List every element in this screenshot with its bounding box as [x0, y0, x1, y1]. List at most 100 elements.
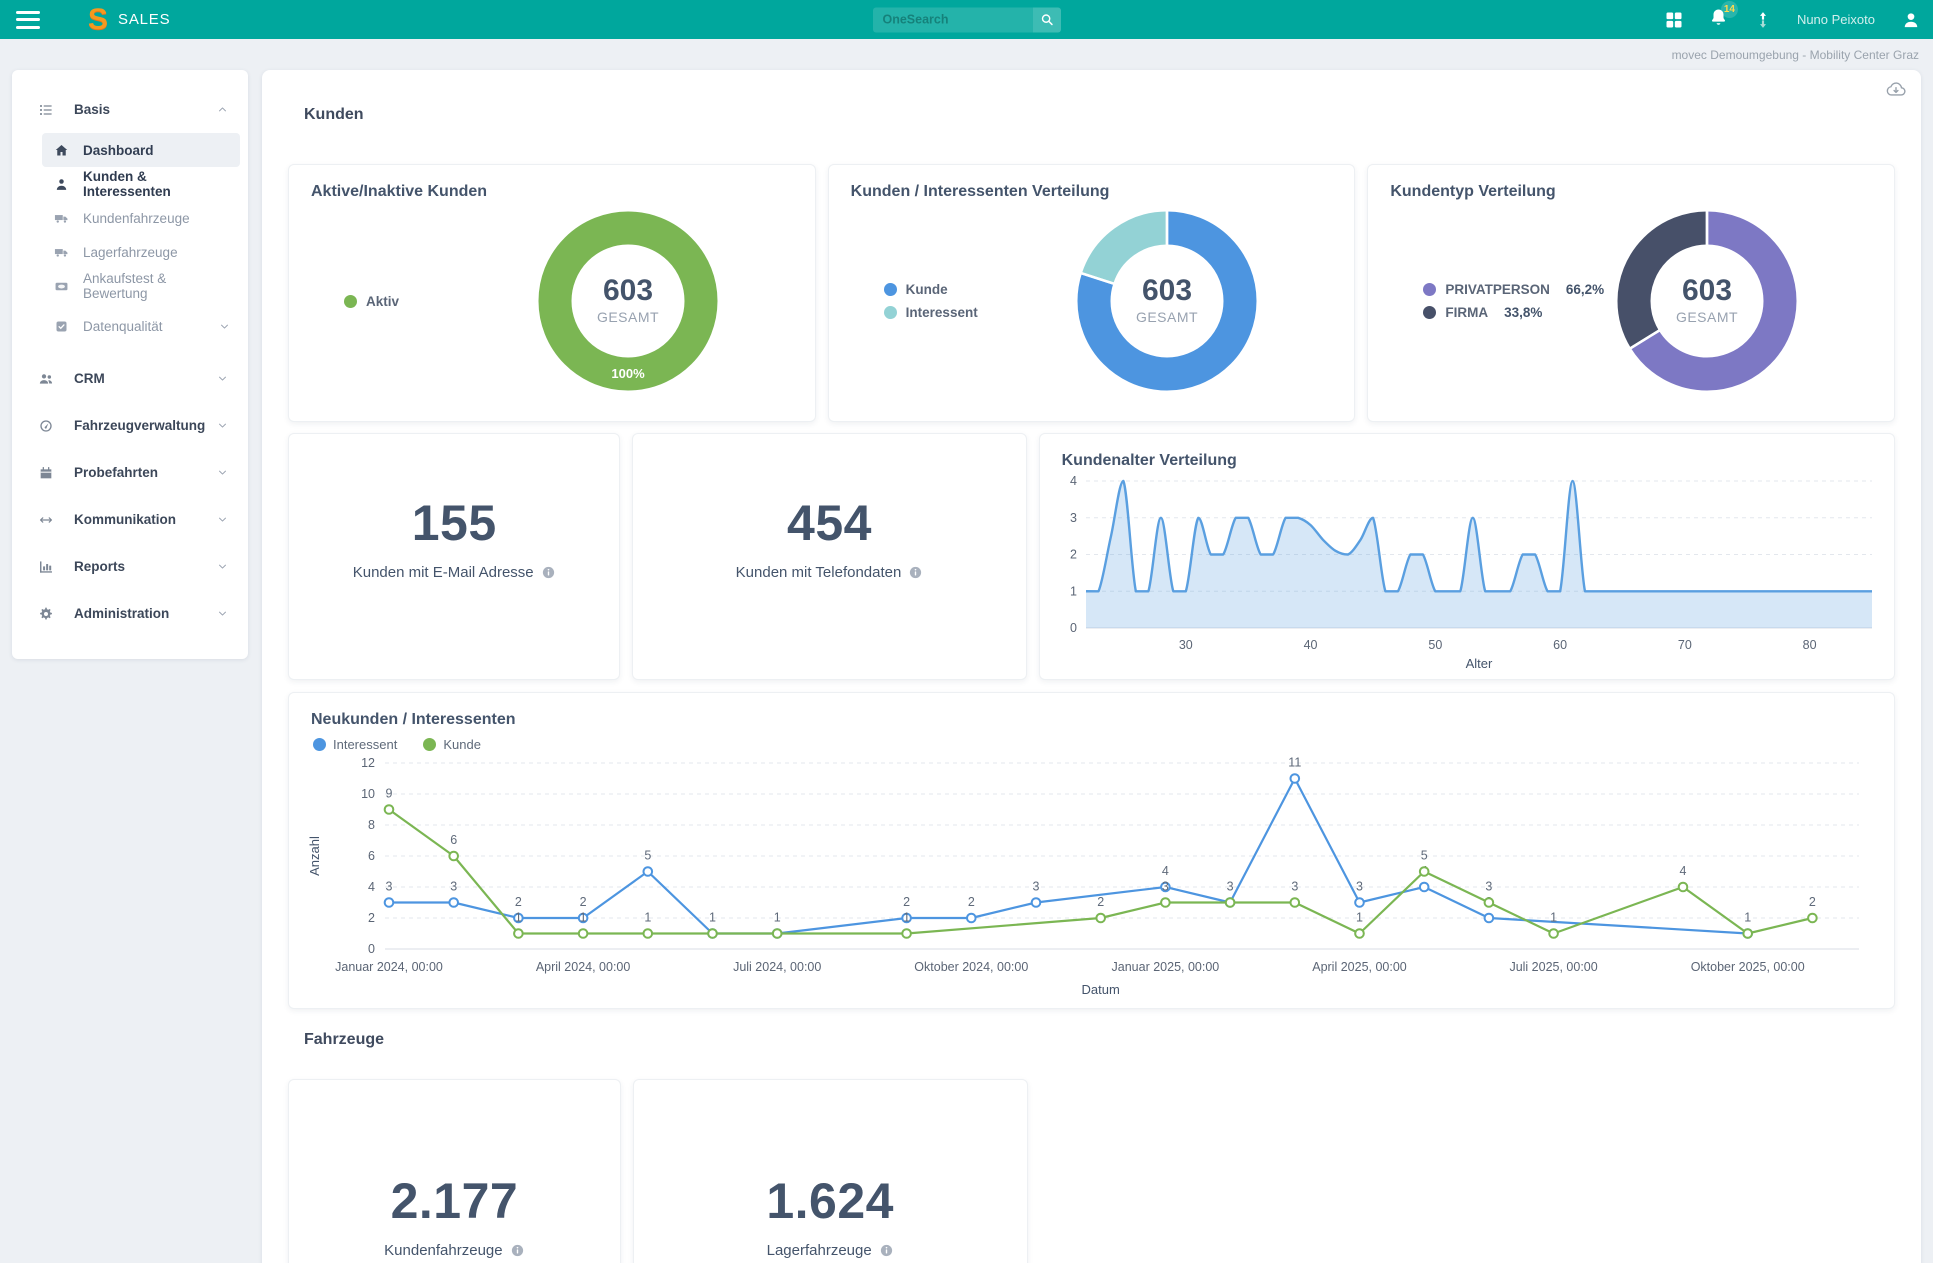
sidebar-item-label: Dashboard — [83, 142, 154, 158]
data-point-label: 2 — [968, 895, 975, 909]
donut-svg: 603 GESAMT — [1077, 210, 1257, 391]
svg-text:Januar 2024, 00:00: Januar 2024, 00:00 — [335, 960, 443, 974]
legend-label: Interessent — [333, 737, 398, 752]
chart-title: Neukunden / Interessenten — [311, 711, 516, 728]
sidebar-item-label: Kunden & Interessenten — [83, 169, 171, 199]
sidebar-section-administration[interactable]: Administration — [12, 590, 248, 637]
data-point[interactable] — [707, 928, 718, 939]
data-point[interactable] — [642, 866, 654, 877]
data-point[interactable] — [448, 897, 459, 908]
line-chart-legend: Interessent Kunde — [313, 737, 1894, 752]
legend-label: Aktiv — [366, 293, 400, 309]
data-point[interactable] — [901, 928, 912, 939]
user-menu-button[interactable] — [1901, 10, 1921, 30]
data-point[interactable] — [1160, 897, 1171, 908]
sidebar-section-probefahrten[interactable]: Probefahrten — [12, 449, 248, 496]
calendar-icon — [38, 465, 54, 481]
gear-icon — [38, 606, 54, 622]
data-point[interactable] — [1289, 897, 1301, 908]
data-point[interactable] — [1418, 866, 1430, 877]
chart-card-neukunden: Neukunden / Interessenten Interessent Kun… — [288, 692, 1895, 1009]
sidebar-section-reports[interactable]: Reports — [12, 543, 248, 590]
stat-card-kundenfahrzeuge: 2.177 Kundenfahrzeuge — [288, 1079, 621, 1263]
notifications-button[interactable]: 14 — [1708, 0, 1738, 33]
sidebar-section-kommunikation[interactable]: Kommunikation — [12, 496, 248, 543]
sidebar-item-datenqualität[interactable]: Datenqualität — [42, 309, 240, 343]
chart-card-kundentyp-verteilung: Kundentyp Verteilung PRIVATPERSON 66,2% FI… — [1367, 164, 1896, 422]
info-icon[interactable] — [879, 1243, 894, 1258]
data-point[interactable] — [1354, 928, 1365, 939]
stat-label: Kunden mit Telefondaten — [735, 564, 902, 581]
search-button[interactable] — [1032, 7, 1061, 32]
area-chart-svg: 0 1 2 3 4 30 40 50 60 70 80 Alter — [1070, 474, 1872, 671]
data-point-label: 3 — [450, 880, 457, 894]
environment-strip: movec Demoumgebung - Mobility Center Gra… — [0, 39, 1933, 70]
data-point-label: 1 — [515, 911, 522, 925]
user-name[interactable]: Nuno Peixoto — [1796, 12, 1875, 27]
legend-item-aktiv[interactable]: Aktiv — [344, 290, 533, 313]
data-point[interactable] — [1354, 897, 1365, 908]
info-icon[interactable] — [908, 565, 923, 580]
data-point[interactable] — [1483, 912, 1495, 924]
data-point[interactable] — [448, 850, 459, 862]
svg-text:2: 2 — [1070, 548, 1077, 562]
data-point[interactable] — [513, 928, 524, 939]
sort-updown-button[interactable] — [1753, 10, 1773, 30]
data-point[interactable] — [1807, 912, 1818, 924]
line-chart: 0 2 4 6 8 10 12 Januar 2024, 00:00 April 2024, 0… — [289, 754, 1894, 1007]
data-point[interactable] — [1224, 897, 1236, 908]
data-point[interactable] — [966, 912, 977, 924]
data-point[interactable] — [1548, 928, 1559, 939]
data-point[interactable] — [383, 804, 395, 815]
donut-center-label: GESAMT — [1676, 309, 1738, 325]
legend-item-kunde[interactable]: Kunde — [423, 737, 481, 752]
search-input[interactable] — [872, 7, 1033, 32]
data-point-label: 1 — [774, 911, 781, 925]
sidebar-item-kundenfahrzeuge[interactable]: Kundenfahrzeuge — [42, 201, 240, 235]
data-point[interactable] — [1160, 881, 1171, 893]
data-point[interactable] — [1095, 912, 1107, 924]
data-point[interactable] — [1677, 881, 1689, 893]
sidebar-section-crm[interactable]: CRM — [12, 355, 248, 402]
data-point[interactable] — [1289, 773, 1301, 784]
data-point[interactable] — [1418, 881, 1430, 893]
svg-text:Juli 2025, 00:00: Juli 2025, 00:00 — [1509, 960, 1597, 974]
svg-text:40: 40 — [1303, 638, 1317, 652]
sidebar-item-dashboard[interactable]: Dashboard — [42, 133, 240, 167]
data-point[interactable] — [642, 928, 654, 939]
data-point[interactable] — [1742, 928, 1753, 939]
legend-item-privatperson[interactable]: PRIVATPERSON 66,2% — [1423, 278, 1612, 301]
sidebar-section-basis[interactable]: Basis — [12, 86, 248, 133]
data-point[interactable] — [577, 928, 589, 939]
data-point[interactable] — [901, 912, 912, 924]
data-point[interactable] — [513, 912, 524, 924]
sidebar-item-kunden-interessenten[interactable]: Kunden & Interessenten — [42, 167, 240, 201]
info-icon[interactable] — [510, 1243, 525, 1258]
export-button[interactable] — [1885, 78, 1907, 105]
data-point-label: 2 — [903, 895, 910, 909]
sidebar-item-lagerfahrzeuge[interactable]: Lagerfahrzeuge — [42, 235, 240, 269]
sidebar-section-fahrzeugverwaltung[interactable]: Fahrzeugverwaltung — [12, 402, 248, 449]
info-icon[interactable] — [541, 565, 556, 580]
sidebar-item-ankaufstest-bewertung[interactable]: Ankaufstest & Bewertung — [42, 269, 240, 303]
data-point[interactable] — [383, 897, 395, 908]
user-avatar-icon — [1904, 12, 1918, 27]
donut-center-label: GESAMT — [1136, 309, 1198, 325]
stat-label: Kundenfahrzeuge — [384, 1242, 503, 1259]
data-point-label: 3 — [1291, 880, 1298, 894]
data-point[interactable] — [577, 912, 589, 924]
legend-item-kunde[interactable]: Kunde — [883, 278, 1073, 301]
data-point[interactable] — [1030, 897, 1042, 908]
legend-item-firma[interactable]: FIRMA 33,8% — [1423, 301, 1612, 324]
data-point[interactable] — [1483, 897, 1495, 908]
hamburger-menu-button[interactable] — [16, 10, 40, 29]
svg-text:80: 80 — [1802, 638, 1816, 652]
apps-grid-button[interactable] — [1664, 10, 1684, 30]
data-point[interactable] — [771, 928, 783, 939]
legend-dot — [344, 294, 357, 308]
legend-item-interessent[interactable]: Interessent — [313, 737, 397, 752]
sidebar-section-label: Basis — [74, 102, 111, 117]
legend-item-interessent[interactable]: Interessent — [883, 301, 1073, 324]
sidebar-section-label: Reports — [74, 559, 126, 574]
